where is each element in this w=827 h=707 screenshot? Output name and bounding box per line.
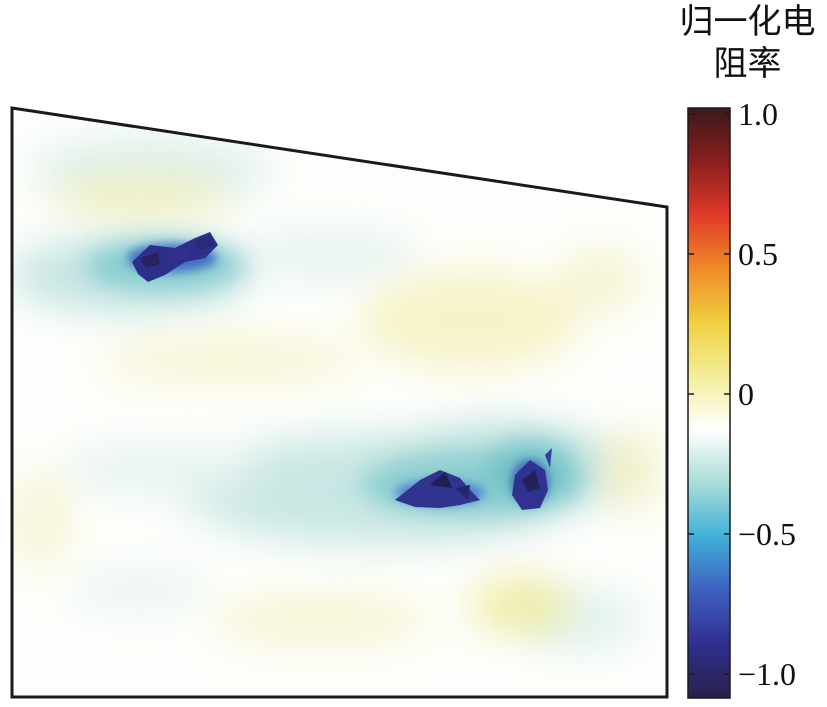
plot-frame <box>10 106 669 699</box>
heatmap-plot <box>12 108 667 697</box>
anomaly-right <box>395 448 552 510</box>
colorbar <box>687 107 731 699</box>
colorbar-title-line2: 阻率 <box>713 46 782 83</box>
colorbar-tick-label: 0.5 <box>738 236 778 272</box>
colorbar-tick-label: −1.0 <box>738 656 797 692</box>
colorbar-title: 归一化电 阻率 <box>668 2 827 86</box>
colorbar-ticks <box>688 113 730 675</box>
colorbar-tick-label: 0 <box>738 376 754 412</box>
colorbar-tick-label: −0.5 <box>738 516 797 552</box>
anomaly-left <box>132 232 218 282</box>
colorbar-tick-label: 1.0 <box>738 96 778 132</box>
colorbar-title-line1: 归一化电 <box>679 4 816 41</box>
